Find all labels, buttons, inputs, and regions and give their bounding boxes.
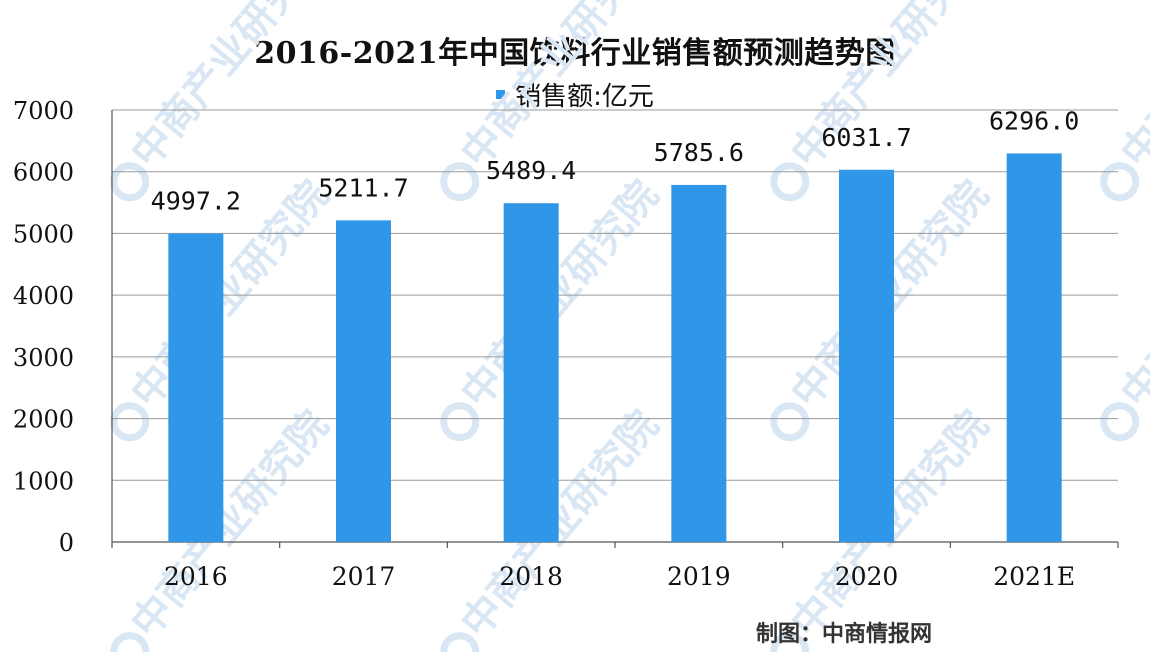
- y-tick-label: 1000: [13, 467, 74, 495]
- watermark: 中商产业研究院: [440, 402, 668, 652]
- watermark-logo: [440, 632, 480, 652]
- chart-title: 2016-2021年中国饮料行业销售额预测趋势图: [254, 36, 896, 71]
- watermark: 中商产业研究院: [110, 402, 338, 652]
- y-tick-label: 4000: [13, 282, 74, 310]
- watermark-logo: [110, 162, 150, 202]
- bar-2019: [671, 184, 727, 542]
- x-tick-label-2017: 2017: [332, 562, 396, 591]
- legend: 销售额:亿元: [0, 76, 1150, 113]
- y-tick-label: 0: [59, 529, 74, 557]
- bar-2018: [503, 203, 559, 543]
- data-label-2018: 5489.4: [486, 156, 576, 185]
- gridlines: [112, 109, 1118, 481]
- y-tick-label: 3000: [13, 344, 74, 372]
- data-label-2016: 4997.2: [151, 187, 241, 216]
- bar-2016: [168, 233, 224, 542]
- watermark-logo: [110, 632, 150, 652]
- watermark-logo: [1100, 402, 1140, 442]
- data-label-2017: 5211.7: [318, 173, 408, 202]
- x-tick-label-2018: 2018: [499, 562, 563, 591]
- bar-2017: [336, 220, 391, 543]
- watermark-text: 中商产业研究院: [122, 172, 337, 416]
- data-label-2019: 5785.6: [654, 138, 744, 167]
- x-axis-tick-labels: 2016 2017 2018 2019 2020 2021E: [164, 562, 1075, 591]
- watermark-text: 中商产业研究院: [452, 402, 667, 646]
- y-tick-label: 6000: [13, 159, 74, 187]
- x-tick-label-2020: 2020: [835, 562, 899, 591]
- watermark-logo: [770, 162, 810, 202]
- y-tick-label: 5000: [13, 220, 74, 248]
- bars: [168, 153, 1062, 543]
- x-tick-label-2021E: 2021E: [993, 562, 1075, 591]
- bar-2021E: [1006, 153, 1062, 543]
- x-tick-label-2019: 2019: [667, 562, 731, 591]
- watermark-text: 中商产业研究院: [782, 172, 997, 416]
- x-tick-label-2016: 2016: [164, 562, 228, 591]
- data-label-2020: 6031.7: [821, 123, 911, 152]
- watermark-text: 中商产业研究院: [1112, 172, 1150, 416]
- watermark: 中商产业研究院: [440, 172, 668, 442]
- watermark-logo: [440, 402, 480, 442]
- legend-label: 销售额:亿元: [515, 82, 654, 112]
- watermark: 中商产业研究院: [770, 172, 998, 442]
- axes: [111, 110, 1119, 548]
- watermark-text: 中商产业研究院: [782, 402, 997, 646]
- watermark-logo: [770, 402, 810, 442]
- watermark-text: 中商产业研究院: [122, 402, 337, 646]
- watermark-text: 中商产业研究院: [452, 172, 667, 416]
- legend-swatch: [496, 90, 506, 99]
- y-tick-label: 2000: [13, 406, 74, 434]
- watermark-logo: [1100, 162, 1140, 202]
- watermark: 中商产业研究院: [770, 402, 998, 652]
- watermark-logo: [440, 162, 480, 202]
- watermark: 中商产业研究院: [110, 172, 338, 442]
- bar-2020: [839, 169, 894, 543]
- source-credit: 制图：中商情报网: [756, 622, 933, 647]
- watermark: 中商产业研究院: [1100, 172, 1150, 442]
- watermark-logo: [110, 402, 150, 442]
